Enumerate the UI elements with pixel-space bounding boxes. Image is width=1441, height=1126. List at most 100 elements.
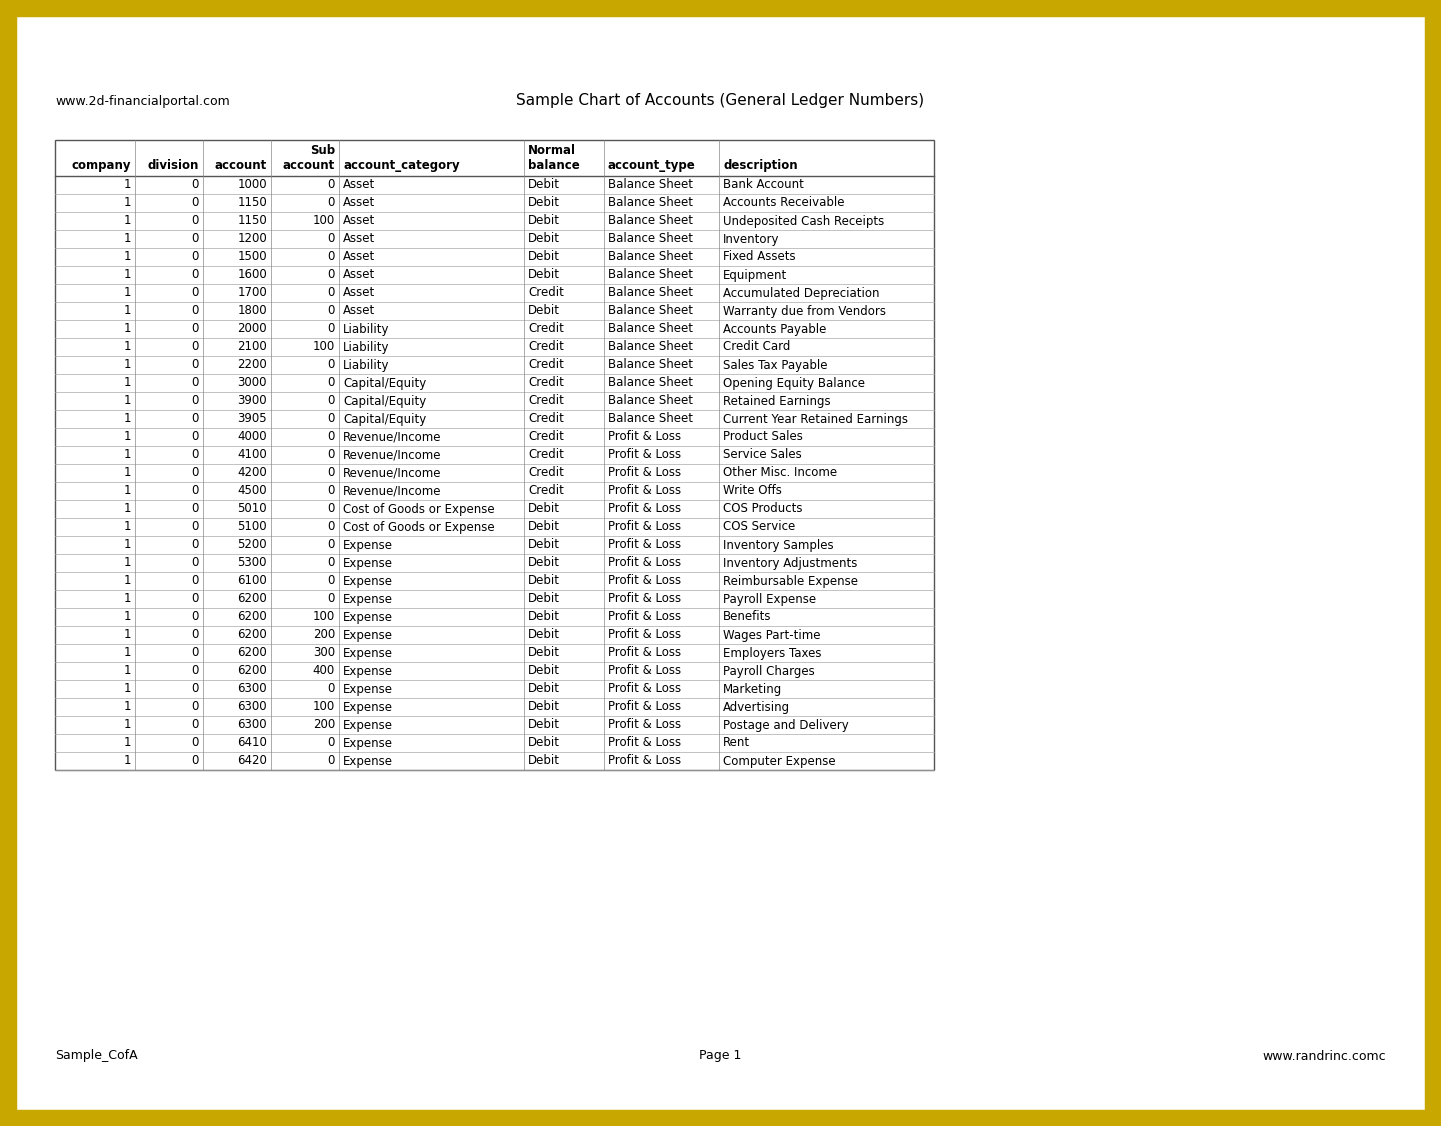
Text: Credit: Credit [527,484,563,498]
Text: Profit & Loss: Profit & Loss [608,646,682,660]
Text: Bank Account: Bank Account [723,179,804,191]
Text: 0: 0 [192,646,199,660]
Text: Credit: Credit [527,286,563,300]
Text: Revenue/Income: Revenue/Income [343,430,441,444]
Text: Other Misc. Income: Other Misc. Income [723,466,837,480]
Text: Asset: Asset [343,214,375,227]
Text: 0: 0 [192,322,199,336]
Text: 0: 0 [192,718,199,732]
Text: Balance Sheet: Balance Sheet [608,179,693,191]
Text: account: account [282,160,334,172]
Text: 6300: 6300 [238,718,267,732]
Text: 1150: 1150 [238,214,267,227]
Text: Inventory Adjustments: Inventory Adjustments [723,556,857,570]
Text: 3905: 3905 [238,412,267,426]
Text: 1: 1 [124,214,131,227]
Text: Liability: Liability [343,358,389,372]
Text: Sample Chart of Accounts (General Ledger Numbers): Sample Chart of Accounts (General Ledger… [516,93,925,108]
Text: 100: 100 [313,214,334,227]
Text: Debit: Debit [527,754,561,768]
Text: Profit & Loss: Profit & Loss [608,628,682,642]
Text: Debit: Debit [527,250,561,263]
Text: 0: 0 [327,574,334,588]
Text: Profit & Loss: Profit & Loss [608,556,682,570]
Text: Debit: Debit [527,628,561,642]
Text: Profit & Loss: Profit & Loss [608,664,682,678]
Text: Revenue/Income: Revenue/Income [343,484,441,498]
Text: Fixed Assets: Fixed Assets [723,250,795,263]
Text: Debit: Debit [527,268,561,282]
Text: Asset: Asset [343,304,375,318]
Text: Expense: Expense [343,664,393,678]
Text: Write Offs: Write Offs [723,484,782,498]
Text: Normal: Normal [527,144,576,157]
Text: 4500: 4500 [238,484,267,498]
Text: Asset: Asset [343,250,375,263]
Text: 0: 0 [327,502,334,516]
Text: Asset: Asset [343,268,375,282]
Text: 0: 0 [192,700,199,714]
Text: Inventory Samples: Inventory Samples [723,538,834,552]
Text: 0: 0 [192,376,199,390]
Text: Credit: Credit [527,376,563,390]
Text: Benefits: Benefits [723,610,771,624]
Text: 1: 1 [124,682,131,696]
Text: 1: 1 [124,574,131,588]
Text: Balance Sheet: Balance Sheet [608,394,693,408]
Text: 300: 300 [313,646,334,660]
Text: Page 1: Page 1 [699,1049,742,1063]
Text: 0: 0 [327,430,334,444]
Text: Profit & Loss: Profit & Loss [608,736,682,750]
Text: 1: 1 [124,754,131,768]
Text: 6300: 6300 [238,682,267,696]
Text: Capital/Equity: Capital/Equity [343,376,427,390]
Text: Postage and Delivery: Postage and Delivery [723,718,849,732]
Text: 1: 1 [124,304,131,318]
Text: www.randrinc.comc: www.randrinc.comc [1262,1049,1386,1063]
Text: 4100: 4100 [238,448,267,462]
Text: 0: 0 [192,628,199,642]
Text: Credit: Credit [527,466,563,480]
Text: 2200: 2200 [238,358,267,372]
Text: 0: 0 [327,538,334,552]
Text: Expense: Expense [343,592,393,606]
Text: Warranty due from Vendors: Warranty due from Vendors [723,304,886,318]
Text: 4000: 4000 [238,430,267,444]
Text: Credit: Credit [527,322,563,336]
Text: Debit: Debit [527,197,561,209]
Text: 0: 0 [192,197,199,209]
Text: 0: 0 [327,682,334,696]
Text: Debit: Debit [527,682,561,696]
Text: Asset: Asset [343,286,375,300]
Text: 1: 1 [124,664,131,678]
Text: 6300: 6300 [238,700,267,714]
Text: 0: 0 [192,484,199,498]
Text: Accounts Payable: Accounts Payable [723,322,826,336]
Text: Credit: Credit [527,430,563,444]
Text: Product Sales: Product Sales [723,430,803,444]
Text: 400: 400 [313,664,334,678]
Text: 0: 0 [192,430,199,444]
Text: 6200: 6200 [238,592,267,606]
Text: 5200: 5200 [238,538,267,552]
Text: Expense: Expense [343,700,393,714]
Text: 0: 0 [327,179,334,191]
Text: 0: 0 [192,736,199,750]
Text: 0: 0 [327,250,334,263]
Text: 0: 0 [192,268,199,282]
Text: Credit: Credit [527,448,563,462]
Text: Computer Expense: Computer Expense [723,754,836,768]
Text: 1: 1 [124,556,131,570]
Text: 100: 100 [313,340,334,354]
Text: 0: 0 [327,286,334,300]
Text: 0: 0 [192,448,199,462]
Text: Balance Sheet: Balance Sheet [608,268,693,282]
Text: Inventory: Inventory [723,232,780,245]
Text: 0: 0 [192,556,199,570]
Text: 6410: 6410 [238,736,267,750]
Text: 0: 0 [327,592,334,606]
Text: Wages Part-time: Wages Part-time [723,628,820,642]
Text: Expense: Expense [343,736,393,750]
Text: 1: 1 [124,250,131,263]
Text: Expense: Expense [343,646,393,660]
